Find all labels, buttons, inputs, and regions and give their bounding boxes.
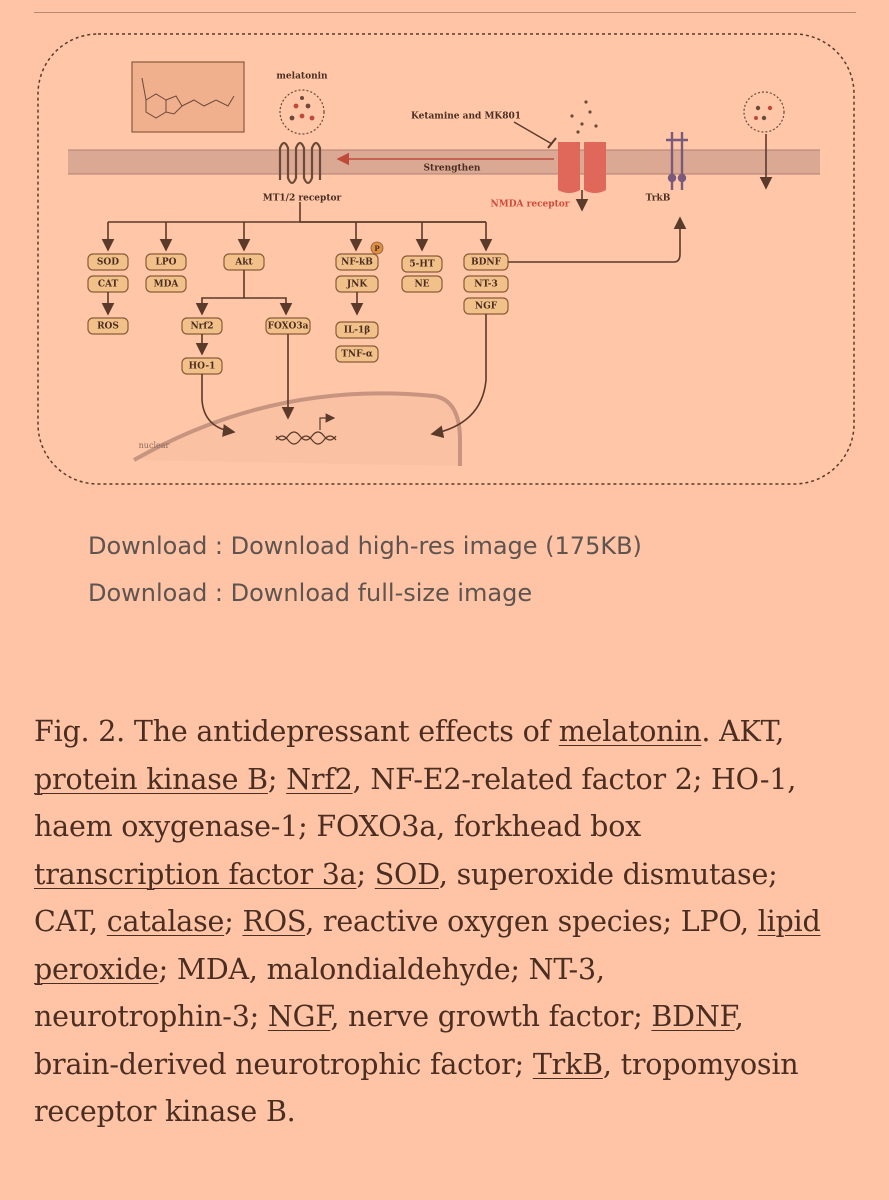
- caption-text: , reactive oxygen species; LPO,: [305, 905, 758, 938]
- caption-text: , NF-E2-related factor 2; HO-1,: [352, 762, 797, 796]
- node-ne: NE: [401, 275, 443, 293]
- caption-text: receptor kinase B.: [34, 1095, 296, 1128]
- svg-text:JNK: JNK: [346, 280, 368, 290]
- right-vesicle: [743, 91, 785, 133]
- caption-text: neurotrophin-3;: [34, 1000, 268, 1033]
- download-high-res-link[interactable]: Download : Download high-res image (175K…: [88, 532, 642, 560]
- mt-receptor-label: MT1/2 receptor: [263, 194, 342, 204]
- ros-link[interactable]: ROS: [242, 905, 306, 938]
- figure-caption: Fig. 2. The antidepressant effects of me…: [34, 708, 864, 1136]
- caption-text: CAT,: [34, 905, 107, 938]
- caption-text: , tropomyosin: [602, 1047, 799, 1081]
- caption-text: haem oxygenase-1; FOXO3a, forkhead box: [34, 810, 642, 843]
- svg-text:NT-3: NT-3: [474, 280, 497, 290]
- svg-text:IL-1β: IL-1β: [344, 326, 371, 336]
- lipid-peroxide-link[interactable]: lipid: [757, 905, 821, 938]
- nuclear-label: nuclear: [139, 441, 170, 450]
- melatonin-label: melatonin: [276, 72, 328, 82]
- strengthen-label: Strengthen: [424, 164, 481, 174]
- node-mda: MDA: [145, 275, 187, 293]
- node-5ht: 5-HT: [401, 255, 443, 273]
- svg-text:LPO: LPO: [156, 258, 177, 268]
- caption-text: ;: [356, 857, 375, 891]
- nmda-receptor: [558, 142, 606, 193]
- caption-text: ; MDA, malondialdehyde; NT-3,: [158, 952, 605, 986]
- caption-text: Fig. 2. The antidepressant effects of: [34, 715, 559, 748]
- caption-text: ;: [224, 905, 243, 938]
- svg-text:HO-1: HO-1: [189, 362, 216, 372]
- svg-text:CAT: CAT: [98, 280, 119, 290]
- download-full-size-link[interactable]: Download : Download full-size image: [88, 579, 533, 607]
- catalase-link[interactable]: catalase: [106, 905, 225, 938]
- lipid-peroxide-link[interactable]: peroxide: [34, 952, 159, 986]
- caption-text: brain-derived neurotrophic factor;: [34, 1047, 533, 1081]
- svg-text:ROS: ROS: [97, 322, 119, 332]
- transcription-factor-3a-link[interactable]: transcription factor 3a: [34, 857, 357, 891]
- phospho-badge: [370, 241, 384, 255]
- svg-text:TNF-α: TNF-α: [341, 350, 373, 360]
- svg-text:NGF: NGF: [475, 302, 498, 312]
- mt-receptor: [278, 141, 322, 185]
- node-bdnf: BDNF: [463, 253, 509, 271]
- dna-icon: [275, 413, 337, 445]
- node-ros: ROS: [87, 317, 129, 335]
- svg-text:SOD: SOD: [97, 258, 119, 268]
- node-jnk: JNK: [335, 275, 379, 293]
- protein-kinase-b-link[interactable]: protein kinase B: [34, 762, 268, 796]
- node-nrf2: Nrf2: [181, 317, 223, 335]
- node-foxo3a: FOXO3a: [265, 317, 311, 335]
- ketamine-label: Ketamine and MK801: [411, 112, 521, 122]
- caption-text: , superoxide dismutase;: [438, 857, 778, 891]
- node-ho1: HO-1: [181, 357, 223, 375]
- phospho-badge-label: P: [374, 244, 380, 253]
- melatonin-link[interactable]: melatonin: [558, 715, 702, 748]
- svg-text:FOXO3a: FOXO3a: [268, 322, 309, 332]
- node-cat: CAT: [87, 275, 129, 293]
- node-tnfa: TNF-α: [335, 345, 379, 363]
- svg-text:BDNF: BDNF: [471, 258, 502, 268]
- trkb-receptor: [666, 132, 688, 190]
- nrf2-link[interactable]: Nrf2: [286, 762, 353, 796]
- svg-text:NF-kB: NF-kB: [341, 258, 373, 268]
- trkb-link[interactable]: TrkB: [532, 1047, 603, 1081]
- nmda-receptor-label: NMDA receptor: [491, 200, 570, 210]
- trkb-label: TrkB: [646, 194, 671, 204]
- node-il1b: IL-1β: [335, 321, 379, 339]
- pathway-figure[interactable]: melatonin MT1/2 receptor Strengthen Keta…: [34, 20, 856, 490]
- caption-text: ,: [734, 1000, 744, 1033]
- cell-boundary: [37, 33, 855, 485]
- svg-text:Akt: Akt: [234, 258, 253, 268]
- caption-text: , nerve growth factor;: [330, 1000, 652, 1033]
- caption-text: ;: [267, 762, 287, 796]
- sod-link[interactable]: SOD: [374, 857, 439, 891]
- melatonin-structure-image: [131, 61, 245, 133]
- node-lpo: LPO: [145, 253, 187, 271]
- pathway-diagram: melatonin MT1/2 receptor Strengthen Keta…: [37, 33, 855, 485]
- download-links: Download : Download high-res image (175K…: [88, 528, 642, 622]
- node-akt: Akt: [223, 253, 265, 271]
- svg-text:NE: NE: [414, 280, 429, 290]
- nucleus: [133, 391, 462, 466]
- melatonin-vesicle: [279, 89, 325, 135]
- cell-membrane: [68, 150, 820, 174]
- caption-text: . AKT,: [701, 715, 785, 748]
- top-divider: [34, 12, 856, 13]
- node-sod: SOD: [87, 253, 129, 271]
- svg-text:5-HT: 5-HT: [409, 260, 435, 270]
- node-nt3: NT-3: [463, 275, 509, 293]
- ngf-link[interactable]: NGF: [267, 1000, 331, 1033]
- node-nfkb: NF-kB: [335, 253, 379, 271]
- svg-text:Nrf2: Nrf2: [190, 322, 213, 332]
- svg-text:MDA: MDA: [154, 280, 180, 290]
- bdnf-link[interactable]: BDNF: [651, 1000, 735, 1033]
- node-ngf: NGF: [463, 297, 509, 315]
